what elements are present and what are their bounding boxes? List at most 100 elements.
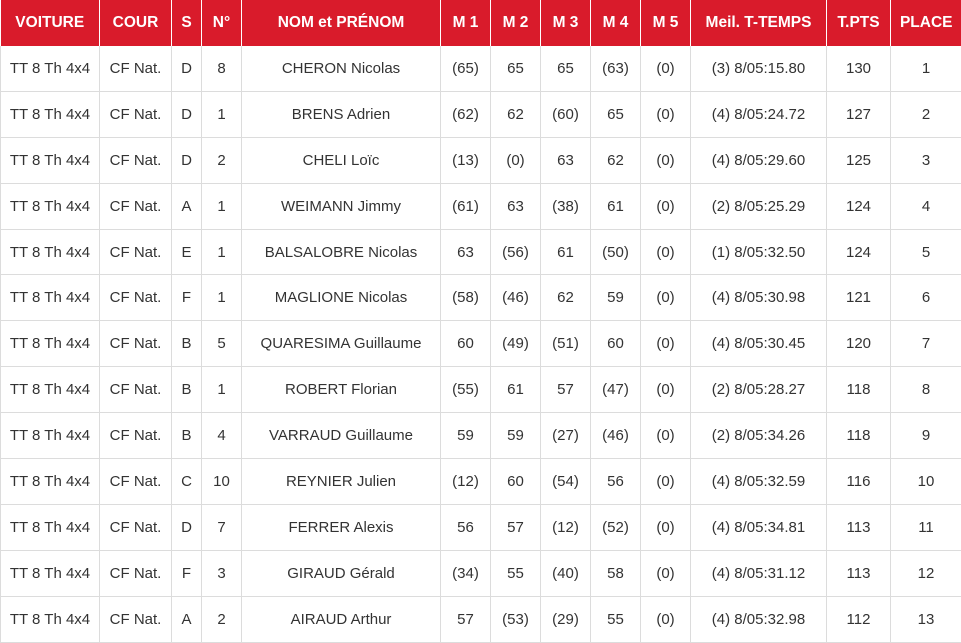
cell-numero: 2 (202, 137, 242, 183)
cell-nom-prenom: CHERON Nicolas (242, 46, 441, 91)
cell-s: B (172, 367, 202, 413)
cell-numero: 1 (202, 275, 242, 321)
cell-place: 10 (891, 459, 961, 505)
cell-m5: (0) (641, 46, 691, 91)
cell-place: 3 (891, 137, 961, 183)
cell-m2: (46) (491, 275, 541, 321)
cell-place: 4 (891, 183, 961, 229)
cell-cour: CF Nat. (100, 229, 172, 275)
cell-m3: (38) (541, 183, 591, 229)
cell-cour: CF Nat. (100, 504, 172, 550)
cell-voiture: TT 8 Th 4x4 (1, 596, 100, 642)
cell-numero: 2 (202, 596, 242, 642)
cell-cour: CF Nat. (100, 459, 172, 505)
cell-m3: (12) (541, 504, 591, 550)
cell-m3: 61 (541, 229, 591, 275)
column-header-t-pts: T.PTS (827, 0, 891, 46)
cell-numero: 1 (202, 367, 242, 413)
cell-meil-t-temps: (2) 8/05:28.27 (691, 367, 827, 413)
cell-numero: 7 (202, 504, 242, 550)
cell-numero: 3 (202, 550, 242, 596)
cell-m2: 55 (491, 550, 541, 596)
cell-voiture: TT 8 Th 4x4 (1, 413, 100, 459)
cell-m1: (12) (441, 459, 491, 505)
cell-m5: (0) (641, 91, 691, 137)
cell-m3: (51) (541, 321, 591, 367)
cell-place: 9 (891, 413, 961, 459)
cell-nom-prenom: MAGLIONE Nicolas (242, 275, 441, 321)
cell-nom-prenom: WEIMANN Jimmy (242, 183, 441, 229)
cell-s: E (172, 229, 202, 275)
cell-m2: (53) (491, 596, 541, 642)
cell-voiture: TT 8 Th 4x4 (1, 183, 100, 229)
cell-m5: (0) (641, 321, 691, 367)
cell-m5: (0) (641, 137, 691, 183)
cell-meil-t-temps: (4) 8/05:32.59 (691, 459, 827, 505)
cell-meil-t-temps: (4) 8/05:24.72 (691, 91, 827, 137)
cell-s: F (172, 550, 202, 596)
cell-cour: CF Nat. (100, 367, 172, 413)
cell-nom-prenom: QUARESIMA Guillaume (242, 321, 441, 367)
cell-numero: 10 (202, 459, 242, 505)
cell-meil-t-temps: (4) 8/05:31.12 (691, 550, 827, 596)
cell-voiture: TT 8 Th 4x4 (1, 229, 100, 275)
column-header-nom-prenom: NOM et PRÉNOM (242, 0, 441, 46)
cell-s: D (172, 46, 202, 91)
cell-m1: 56 (441, 504, 491, 550)
cell-m4: 65 (591, 91, 641, 137)
cell-m2: 57 (491, 504, 541, 550)
cell-t-pts: 113 (827, 550, 891, 596)
cell-meil-t-temps: (1) 8/05:32.50 (691, 229, 827, 275)
cell-nom-prenom: ROBERT Florian (242, 367, 441, 413)
cell-meil-t-temps: (4) 8/05:29.60 (691, 137, 827, 183)
cell-m3: 63 (541, 137, 591, 183)
column-header-m1: M 1 (441, 0, 491, 46)
cell-meil-t-temps: (2) 8/05:25.29 (691, 183, 827, 229)
cell-place: 8 (891, 367, 961, 413)
cell-m2: 63 (491, 183, 541, 229)
cell-t-pts: 118 (827, 367, 891, 413)
cell-m5: (0) (641, 229, 691, 275)
cell-cour: CF Nat. (100, 596, 172, 642)
cell-cour: CF Nat. (100, 46, 172, 91)
cell-m4: (50) (591, 229, 641, 275)
cell-m2: (0) (491, 137, 541, 183)
cell-numero: 1 (202, 229, 242, 275)
cell-m3: (40) (541, 550, 591, 596)
cell-numero: 1 (202, 91, 242, 137)
cell-place: 7 (891, 321, 961, 367)
cell-m1: (62) (441, 91, 491, 137)
cell-nom-prenom: GIRAUD Gérald (242, 550, 441, 596)
cell-m5: (0) (641, 183, 691, 229)
cell-m4: (63) (591, 46, 641, 91)
cell-cour: CF Nat. (100, 91, 172, 137)
cell-numero: 1 (202, 183, 242, 229)
column-header-meil-t-temps: Meil. T-TEMPS (691, 0, 827, 46)
column-header-place: PLACE (891, 0, 961, 46)
cell-m4: 61 (591, 183, 641, 229)
cell-m2: (56) (491, 229, 541, 275)
cell-meil-t-temps: (4) 8/05:30.98 (691, 275, 827, 321)
cell-nom-prenom: CHELI Loïc (242, 137, 441, 183)
cell-t-pts: 113 (827, 504, 891, 550)
cell-meil-t-temps: (3) 8/05:15.80 (691, 46, 827, 91)
cell-s: F (172, 275, 202, 321)
cell-voiture: TT 8 Th 4x4 (1, 550, 100, 596)
cell-m5: (0) (641, 596, 691, 642)
cell-m1: (61) (441, 183, 491, 229)
cell-m4: 60 (591, 321, 641, 367)
cell-m1: (34) (441, 550, 491, 596)
cell-m4: (47) (591, 367, 641, 413)
